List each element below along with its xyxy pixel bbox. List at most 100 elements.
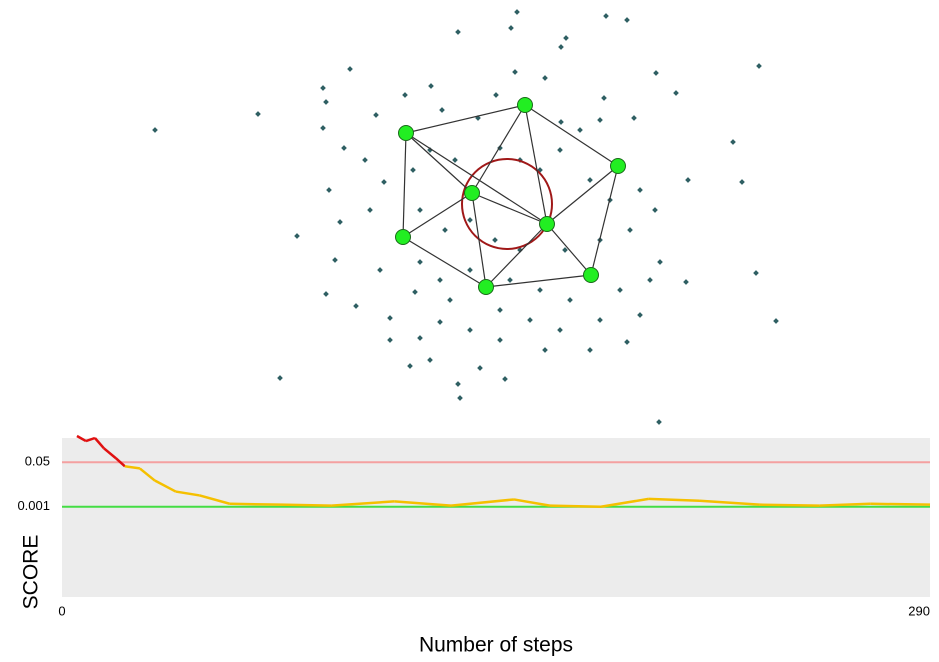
sample-point	[542, 75, 548, 81]
sample-point	[631, 115, 637, 121]
sample-point	[567, 297, 573, 303]
score-segment	[513, 498, 551, 507]
score-segment	[699, 499, 760, 506]
score-segment	[93, 437, 105, 450]
sample-point	[601, 95, 607, 101]
sample-point	[332, 257, 338, 263]
score-segment	[280, 503, 332, 507]
node	[610, 158, 626, 174]
node	[464, 185, 480, 201]
sample-point	[320, 125, 326, 131]
score-segment	[331, 500, 395, 507]
sample-point	[624, 339, 630, 345]
node	[395, 229, 411, 245]
sample-point	[439, 107, 445, 113]
sample-point	[477, 365, 483, 371]
score-segment	[124, 465, 140, 470]
sample-point	[557, 327, 563, 333]
sample-point	[294, 233, 300, 239]
sample-point	[502, 376, 508, 382]
sample-point	[514, 9, 520, 15]
sample-point	[587, 347, 593, 353]
score-segment	[85, 436, 96, 443]
edge	[524, 104, 548, 225]
sample-point	[492, 237, 498, 243]
sample-point	[437, 319, 443, 325]
sample-point	[673, 90, 679, 96]
sample-point	[417, 335, 423, 341]
sample-point	[587, 177, 593, 183]
sample-point	[512, 69, 518, 75]
sample-point	[493, 92, 499, 98]
x-tick-label: 0	[58, 603, 65, 618]
score-plot: 0.05 0.001 0 290 Number of steps SCORE	[17, 434, 931, 657]
edge	[485, 274, 592, 288]
sample-point	[557, 147, 563, 153]
sample-point	[652, 207, 658, 213]
sample-point	[647, 277, 653, 283]
y-tick-label: 0.05	[25, 454, 50, 469]
edge	[471, 192, 548, 225]
sample-point	[558, 44, 564, 50]
score-segment	[394, 500, 452, 507]
sample-point	[637, 187, 643, 193]
sample-point	[402, 92, 408, 98]
sample-point	[428, 83, 434, 89]
sample-point	[730, 139, 736, 145]
score-segment	[819, 502, 871, 507]
sample-point	[410, 167, 416, 173]
sample-point	[597, 117, 603, 123]
sample-point	[527, 317, 533, 323]
edge	[485, 223, 548, 288]
sample-point	[455, 29, 461, 35]
edge	[471, 104, 526, 194]
sample-point	[381, 179, 387, 185]
sample-point	[563, 35, 569, 41]
sample-point	[447, 297, 453, 303]
y-axis-title: SCORE	[20, 535, 43, 610]
score-segment	[600, 497, 649, 508]
sample-point	[442, 227, 448, 233]
sample-point	[542, 347, 548, 353]
sample-point	[773, 318, 779, 324]
sample-point	[627, 227, 633, 233]
sample-point	[497, 307, 503, 313]
score-segment	[139, 467, 156, 482]
network-view	[152, 9, 779, 425]
sample-point	[657, 259, 663, 265]
sample-point	[387, 337, 393, 343]
plot-background	[62, 438, 930, 597]
sample-point	[624, 17, 630, 23]
sample-point	[467, 267, 473, 273]
sample-point	[427, 357, 433, 363]
sample-point	[457, 395, 463, 401]
sample-point	[617, 287, 623, 293]
edge	[405, 132, 473, 194]
edge	[546, 165, 619, 225]
edge	[402, 132, 407, 238]
score-segment	[549, 504, 601, 508]
sample-point	[467, 217, 473, 223]
sample-point	[558, 119, 564, 125]
sample-point	[685, 177, 691, 183]
sample-point	[277, 375, 283, 381]
sample-point	[323, 291, 329, 297]
sample-point	[373, 112, 379, 118]
sample-point	[497, 337, 503, 343]
sample-point	[597, 317, 603, 323]
edge	[402, 192, 473, 238]
x-axis-title: Number of steps	[419, 634, 573, 657]
sample-point	[407, 363, 413, 369]
sample-point	[437, 277, 443, 283]
edge	[524, 104, 619, 167]
sample-point	[562, 247, 568, 253]
sample-point	[537, 287, 543, 293]
score-segment	[229, 502, 281, 506]
sample-point	[653, 70, 659, 76]
sample-point	[417, 259, 423, 265]
score-segment	[175, 490, 200, 497]
edge	[405, 104, 526, 134]
sample-point	[412, 289, 418, 295]
y-tick-label: 0.001	[17, 498, 50, 513]
search-circle	[461, 158, 553, 250]
